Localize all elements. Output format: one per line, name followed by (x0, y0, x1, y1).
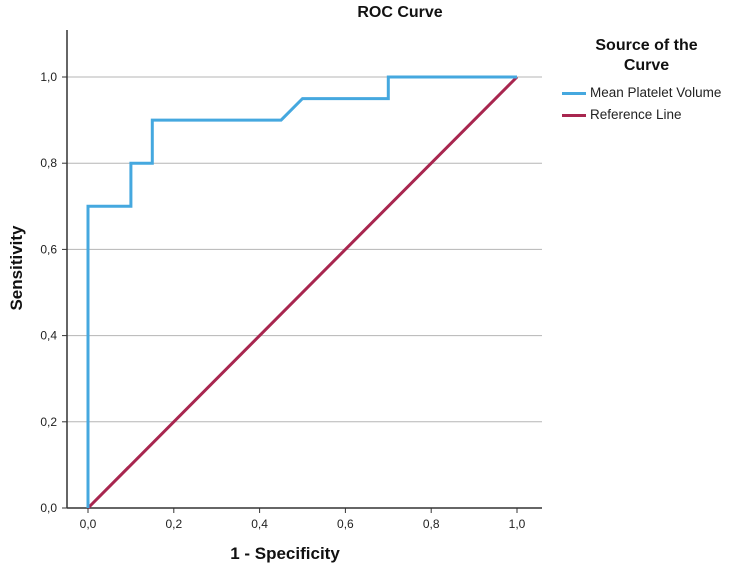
chart-title: ROC Curve (357, 4, 443, 21)
x-axis-label: 1 - Specificity (230, 544, 340, 563)
legend-swatch-mean-platelet-volume (562, 92, 586, 95)
axes (66, 30, 542, 509)
x-tick-label-0: 0,0 (80, 517, 97, 531)
legend: Source of the Curve Mean Platelet Volume… (560, 36, 743, 128)
x-tick-label-1: 0,2 (165, 517, 182, 531)
y-tick-label-5: 1,0 (40, 70, 57, 84)
y-tick-label-3: 0,6 (40, 242, 57, 256)
series-lines (86, 75, 519, 510)
legend-title-line-2: Curve (623, 57, 670, 74)
legend-item-mean-platelet-volume: Mean Platelet Volume (560, 84, 743, 106)
x-tick-label-4: 0,8 (423, 517, 440, 531)
y-tick-label-4: 0,8 (40, 156, 57, 170)
series-line-mean-platelet-volume (86, 75, 517, 508)
y-axis-label: Sensitivity (7, 225, 26, 311)
legend-label-mean-platelet-volume: Mean Platelet Volume (590, 85, 722, 100)
series-line-reference-line (86, 75, 519, 510)
gridlines (67, 76, 542, 423)
y-tick-label-1: 0,2 (40, 415, 57, 429)
x-tick-label-2: 0,4 (251, 517, 268, 531)
legend-item-reference-line: Reference Line (560, 106, 743, 128)
y-tick-label-0: 0,0 (40, 501, 57, 515)
x-tick-label-3: 0,6 (337, 517, 354, 531)
legend-title-line-1: Source of the (595, 37, 698, 54)
legend-swatch-reference-line (562, 114, 586, 117)
y-tick-label-2: 0,4 (40, 329, 57, 343)
legend-label-reference-line: Reference Line (590, 107, 682, 122)
tick-labels: 0,0 0,2 0,4 0,6 0,8 1,0 0,0 0,2 0,4 0,6 0,8 1,0 (40, 70, 525, 531)
legend-title: Source of the Curve (560, 36, 743, 76)
x-tick-label-5: 1,0 (509, 517, 526, 531)
